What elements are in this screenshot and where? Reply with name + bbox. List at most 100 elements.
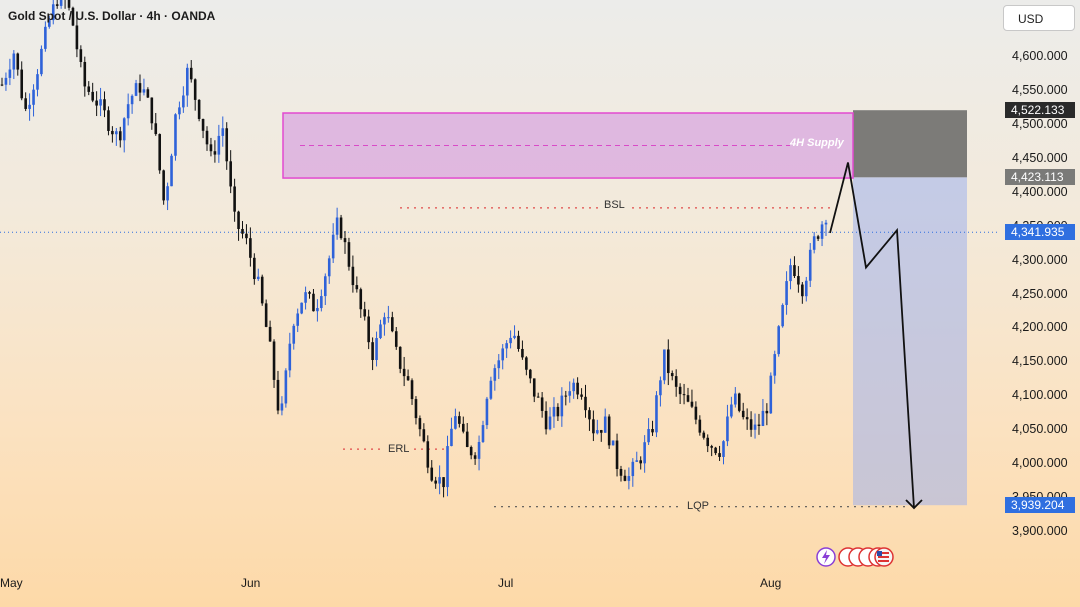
candle-body	[497, 360, 501, 369]
candle-body	[615, 440, 619, 469]
candle-body	[130, 95, 134, 105]
candle-body	[280, 403, 284, 411]
candle-body	[371, 342, 374, 360]
candle-body	[623, 475, 627, 481]
candle-body	[383, 317, 386, 325]
candle-body	[785, 281, 788, 305]
candle-body	[584, 396, 587, 411]
candle-body	[138, 83, 142, 93]
zone-label-erl: ERL	[388, 443, 410, 455]
candle-body	[32, 89, 35, 105]
time-tick-label: Jul	[498, 576, 514, 590]
candle-body	[162, 170, 165, 201]
candle-body	[134, 83, 138, 96]
candle-body	[71, 7, 75, 26]
candle-body	[544, 410, 548, 430]
candle-body	[540, 397, 544, 411]
candle-body	[410, 380, 414, 400]
candle-body	[158, 134, 162, 171]
candle-body	[323, 276, 327, 297]
candle-body	[233, 186, 236, 212]
candle-body	[28, 104, 31, 109]
candle-body	[631, 461, 635, 477]
candle-body	[678, 386, 682, 395]
candle-body	[359, 289, 363, 310]
candle-body	[599, 430, 603, 433]
candle-body	[816, 236, 820, 239]
candle-body	[312, 293, 315, 312]
candle-body	[268, 326, 272, 342]
price-tick-label: 4,250.000	[1012, 286, 1068, 301]
candle-body	[450, 428, 453, 447]
candle-body	[501, 348, 505, 361]
price-marker-tag[interactable]: 4,522.133	[1005, 102, 1075, 119]
candle-body	[726, 416, 729, 442]
candle-body	[107, 110, 110, 131]
candle-body	[674, 376, 678, 387]
candle-body	[95, 100, 98, 106]
price-marker-tag[interactable]: 4,423.113	[1005, 169, 1075, 186]
candle-body	[477, 441, 481, 459]
candle-body	[20, 69, 24, 99]
candle-body	[4, 77, 8, 85]
candle-body	[741, 410, 745, 418]
candle-body	[99, 99, 102, 106]
candle-body	[402, 368, 406, 377]
candle-body	[351, 266, 355, 286]
candle-body	[193, 79, 197, 100]
candle-body	[91, 91, 94, 101]
candle-body	[363, 309, 367, 317]
candle-body	[150, 97, 154, 124]
candle-body	[481, 425, 485, 442]
candle-body	[249, 238, 252, 258]
candle-body	[730, 404, 733, 417]
candle-body	[406, 376, 410, 381]
candle-body	[142, 89, 146, 93]
candle-body	[765, 410, 769, 414]
candle-body	[694, 406, 698, 420]
candle-body	[253, 257, 256, 280]
candle-body	[186, 67, 189, 96]
candle-body	[473, 455, 477, 459]
candle-body	[737, 393, 741, 411]
candle-body	[320, 296, 323, 309]
candle-body	[335, 217, 339, 235]
candle-body	[122, 118, 126, 141]
candle-body	[308, 292, 311, 294]
candle-body	[422, 429, 426, 442]
candle-body	[170, 155, 173, 187]
candle-body	[256, 276, 260, 280]
currency-button[interactable]: USD	[1003, 5, 1075, 31]
candle-body	[237, 211, 240, 229]
candle-body	[663, 349, 666, 381]
candle-body	[525, 357, 528, 370]
candle-body	[607, 416, 611, 446]
price-tick-label: 4,550.000	[1012, 83, 1068, 98]
candle-body	[670, 373, 674, 377]
candle-body	[505, 343, 508, 349]
candle-body	[347, 242, 351, 267]
candle-body	[51, 4, 55, 21]
price-marker-tag[interactable]: 3,939.204	[1005, 497, 1075, 514]
candle-body	[812, 236, 816, 250]
candle-body	[461, 423, 465, 432]
candle-body	[489, 380, 493, 399]
candle-body	[245, 233, 248, 239]
zone-label-lqp: LQP	[687, 500, 710, 512]
candle-body	[521, 348, 524, 358]
candle-body	[801, 284, 804, 297]
candle-body	[509, 337, 512, 344]
price-tick-label: 4,200.000	[1012, 320, 1068, 335]
price-chart[interactable]	[0, 0, 1000, 600]
candle-body	[808, 249, 812, 281]
candle-body	[292, 325, 296, 344]
candle-body	[103, 99, 106, 111]
price-tick-label: 4,600.000	[1012, 49, 1068, 64]
price-marker-tag[interactable]: 4,341.935	[1005, 224, 1075, 241]
event-icons[interactable]	[816, 546, 896, 568]
price-tick-label: 3,900.000	[1012, 523, 1068, 538]
candle-body	[446, 446, 449, 488]
candle-body	[217, 135, 221, 155]
symbol-title[interactable]: Gold Spot / U.S. Dollar · 4h · OANDA	[8, 9, 216, 23]
candle-body	[276, 379, 280, 411]
